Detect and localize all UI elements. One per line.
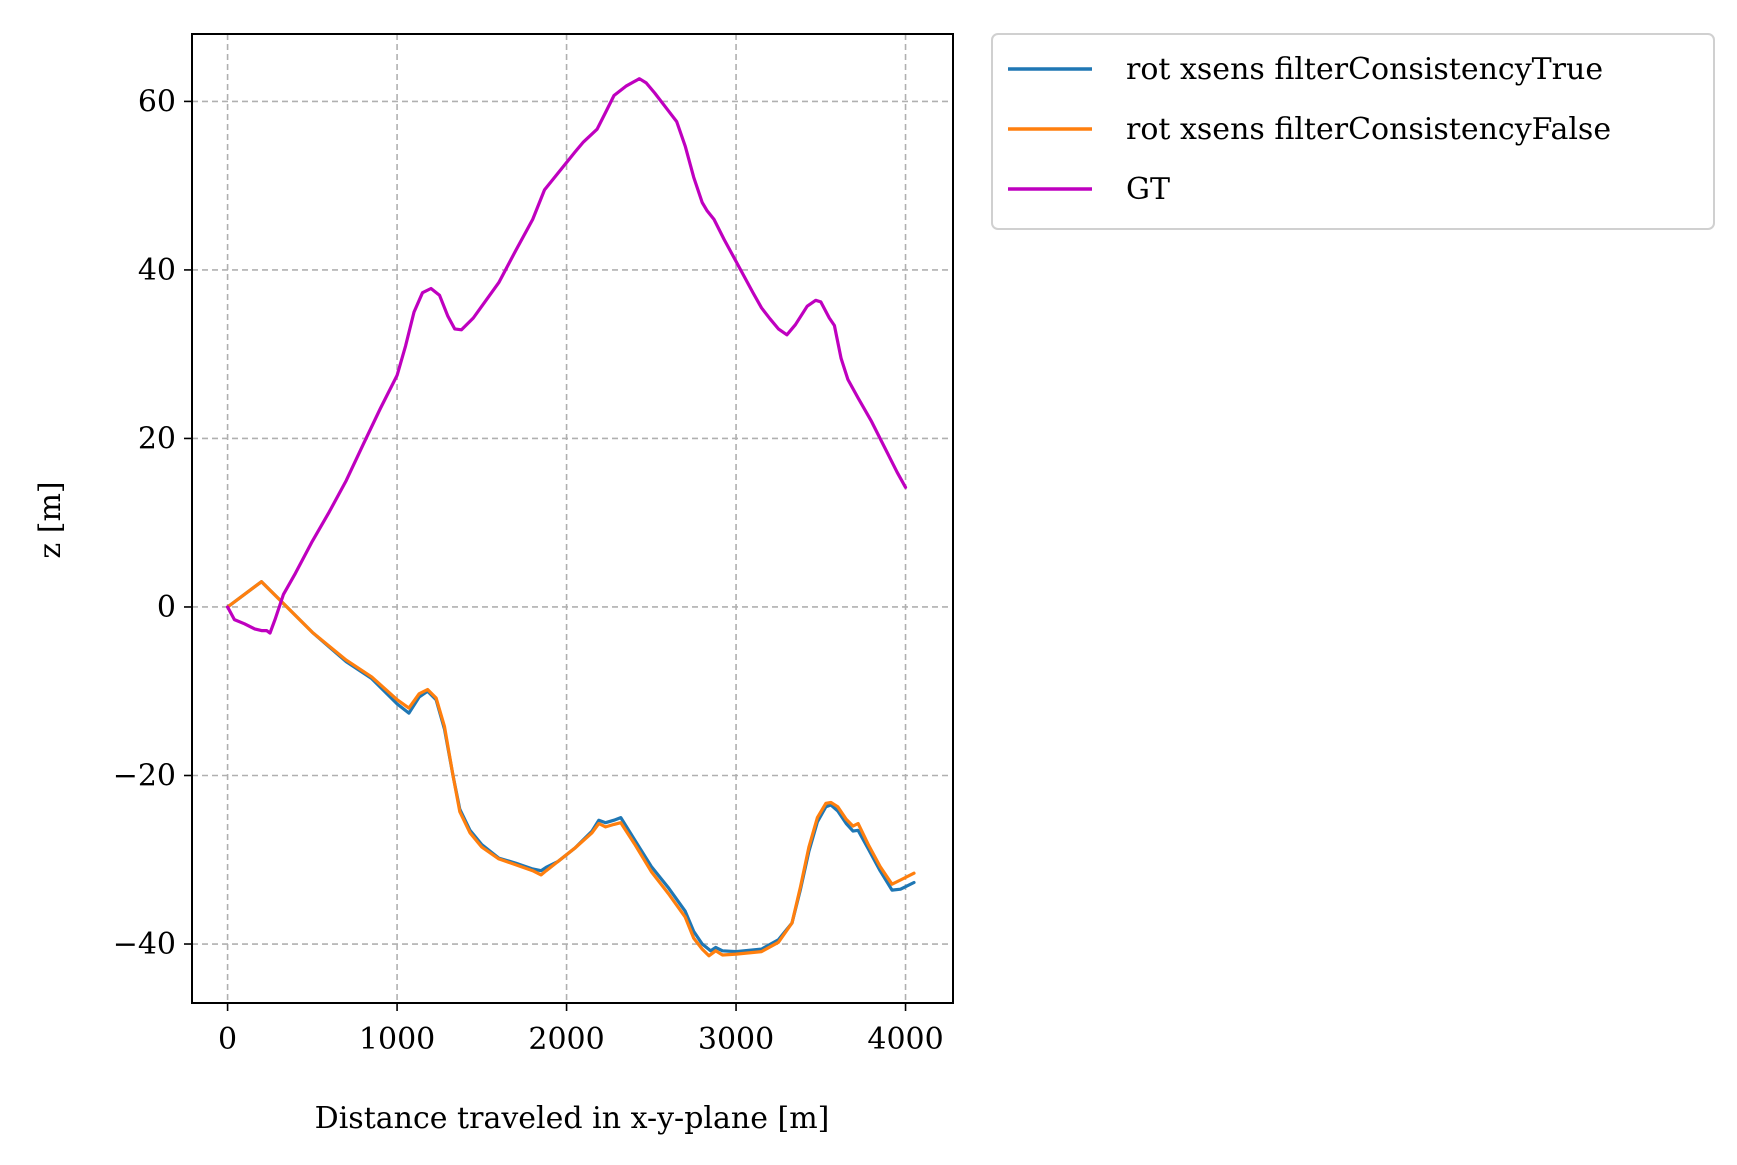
legend-label-3: GT — [1126, 172, 1170, 207]
y-tick-label: 60 — [138, 84, 176, 119]
y-tick-label: −40 — [113, 927, 176, 962]
y-tick-label: 0 — [157, 590, 176, 625]
x-tick-label: 1000 — [359, 1022, 435, 1057]
y-axis-ticks: −40 −20 0 20 40 60 — [113, 84, 192, 962]
series-line-3 — [226, 77, 908, 635]
x-axis-label: Distance traveled in x-y-plane [m] — [315, 1101, 830, 1136]
y-tick-label: 20 — [138, 421, 176, 456]
y-tick-label: −20 — [113, 758, 176, 793]
legend-label-1: rot xsens filterConsistencyTrue — [1126, 52, 1603, 87]
series-layer — [226, 77, 916, 958]
legend: rot xsens filterConsistencyTrue rot xsens… — [991, 33, 1715, 230]
y-axis-label: z [m] — [33, 481, 68, 558]
legend-label-2: rot xsens filterConsistencyFalse — [1126, 112, 1611, 147]
y-tick-label: 40 — [138, 253, 176, 288]
x-tick-label: 3000 — [698, 1022, 774, 1057]
x-axis-ticks: 0 1000 2000 3000 4000 — [218, 1003, 944, 1057]
x-tick-label: 2000 — [528, 1022, 604, 1057]
x-tick-label: 4000 — [867, 1022, 943, 1057]
grid — [192, 34, 953, 1003]
x-tick-label: 0 — [218, 1022, 237, 1057]
plot-frame — [191, 33, 954, 1004]
series-line-2 — [226, 580, 916, 958]
legend-box — [991, 33, 1715, 230]
plot-background — [192, 34, 953, 1003]
